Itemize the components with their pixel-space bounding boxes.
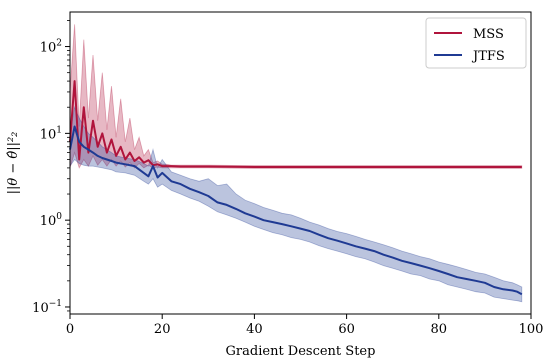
x-tick-label: 20 [154,322,171,337]
x-tick-label: 60 [338,322,355,337]
legend: MSS JTFS [426,18,526,68]
series-lines [70,81,522,294]
y-tick-label: 10−1 [32,299,62,316]
y-tick-label: 101 [40,125,62,142]
x-axis-label: Gradient Descent Step [226,344,376,359]
x-tick-label: 80 [431,322,448,337]
x-tick-label: 40 [246,322,263,337]
y-axis: 102 101 100 10−1 [32,20,70,316]
legend-label-jtfs: JTFS [471,49,505,64]
x-axis: 0 20 40 60 80 100 [66,314,544,337]
legend-label-mss: MSS [473,27,504,42]
band-jtfs [70,107,522,302]
y-tick-label: 102 [40,39,62,56]
y-axis-label: ||θ − θ̂||²₂ [6,132,21,195]
x-tick-label: 100 [519,322,544,337]
x-tick-label: 0 [66,322,74,337]
y-tick-label: 100 [40,212,63,229]
